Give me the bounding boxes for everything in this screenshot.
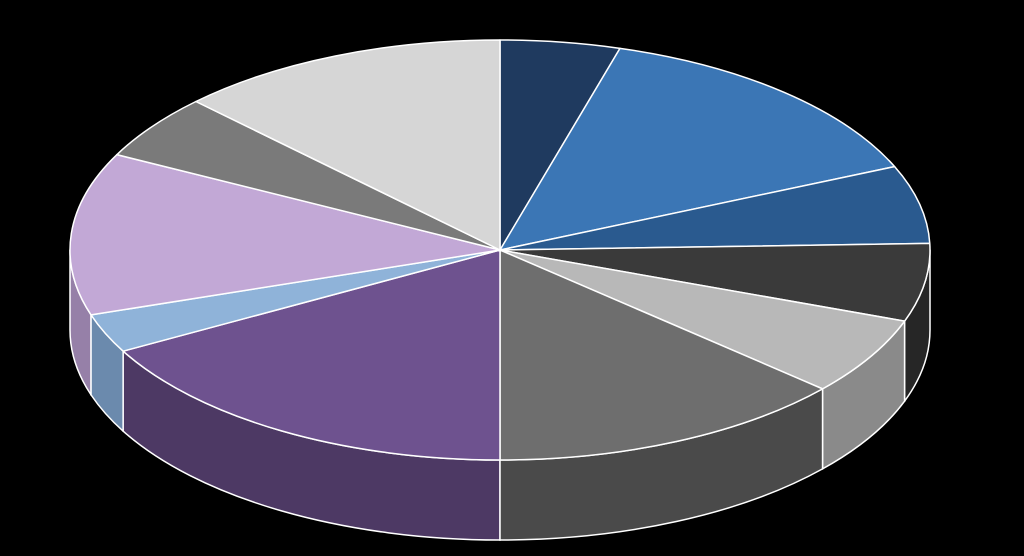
- pie-chart-3d: [0, 0, 1024, 556]
